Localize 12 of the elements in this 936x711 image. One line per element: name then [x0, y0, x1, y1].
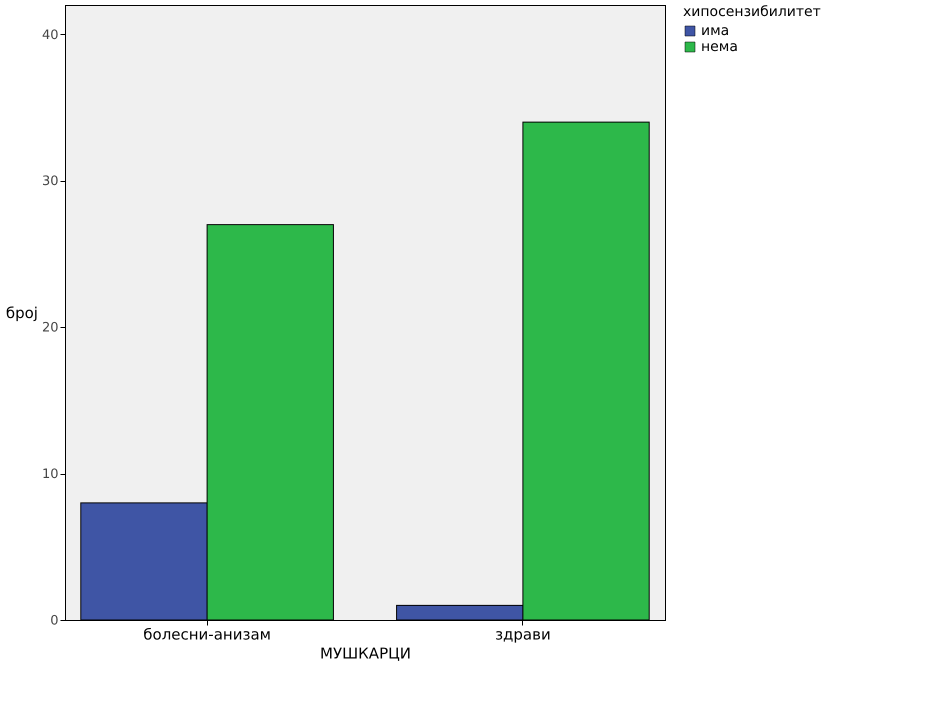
legend-label: нема [701, 39, 738, 55]
legend-title: хипосензибилитет [683, 4, 821, 20]
legend-label: има [701, 23, 730, 39]
y-tick-label: 10 [42, 467, 58, 482]
x-tick-label: болесни-анизам [143, 626, 271, 644]
y-tick-label: 30 [42, 174, 58, 190]
y-tick-label: 40 [42, 28, 58, 43]
y-axis-title: број [6, 304, 38, 322]
y-tick-label: 20 [42, 320, 58, 336]
y-tick-label: 0 [50, 614, 58, 628]
x-tick-label: здрави [495, 626, 551, 644]
x-axis-title: МУШКАРЦИ [320, 644, 411, 662]
